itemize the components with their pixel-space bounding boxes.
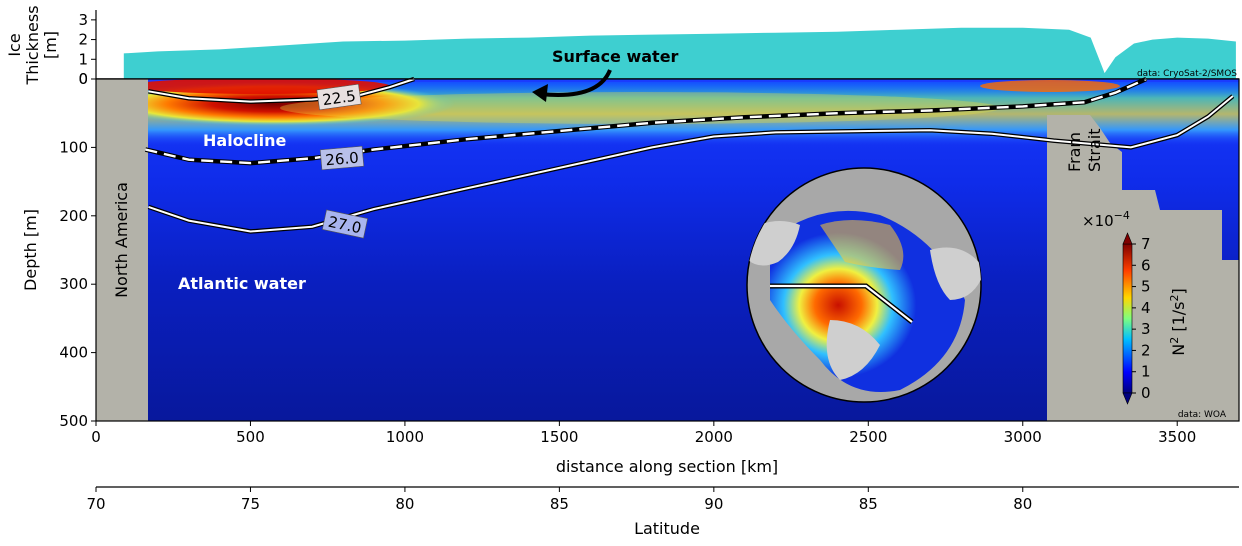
colorbar-tick-label: 7 [1141, 235, 1151, 253]
contour-label-22-5: 22.5 [316, 83, 362, 111]
depth-tick-label: 0 [78, 70, 88, 88]
colorbar-tick-label: 5 [1141, 278, 1151, 296]
isopycnal-contours [144, 76, 1235, 234]
colorbar-multiplier: ×10−4 [1082, 209, 1130, 230]
colorbar: 0 1 2 3 4 5 6 7 ×10−4 N2 [1/s2] [1082, 209, 1188, 405]
surface-water-arrow-head [532, 84, 548, 102]
depth-tick-label: 500 [59, 412, 88, 430]
distance-tick-label: 500 [236, 428, 265, 446]
atlantic-water-label: Atlantic water [178, 274, 306, 293]
inset-arctic-map [746, 167, 982, 403]
ice-ylabel-line2: Thickness [23, 5, 42, 85]
ice-tick-label: 1 [78, 50, 88, 68]
distance-tick-label: 2500 [849, 428, 887, 446]
inset-land-2 [930, 247, 981, 300]
fram-strait-label-line2: Strait [1085, 128, 1104, 172]
fram-strait-land [1047, 115, 1239, 421]
colorbar-label: N2 [1/s2] [1168, 288, 1188, 355]
colorbar-ticks: 0 1 2 3 4 5 6 7 [1132, 235, 1151, 402]
latitude-tick-label: 90 [704, 495, 723, 513]
colorbar-tick-label: 2 [1141, 341, 1151, 359]
latitude-axis: 70 75 80 85 90 85 80 Latitude [86, 486, 1239, 538]
n2-upper-glow [280, 92, 1000, 124]
distance-tick-label: 1000 [386, 428, 424, 446]
latitude-tick-label: 85 [859, 495, 878, 513]
isopycnal-26.0 [145, 77, 1147, 165]
fram-strait-label-line1: Fram [1065, 132, 1084, 172]
ice-tick-label: 0 [78, 70, 88, 88]
depth-tick-label: 300 [59, 275, 88, 293]
colorbar-tick-label: 6 [1141, 256, 1151, 274]
colorbar-tick-label: 3 [1141, 320, 1151, 338]
depth-tick-label: 200 [59, 207, 88, 225]
section-data-source: data: WOA [1178, 410, 1227, 420]
distance-tick-label: 0 [91, 428, 101, 446]
inset-ocean-north [820, 220, 904, 270]
colorbar-tick-label: 0 [1141, 384, 1151, 402]
depth-axis-label: Depth [m] [21, 209, 40, 291]
contour-label-26-0-text: 26.0 [325, 149, 360, 170]
colorbar-extend-bottom [1122, 392, 1133, 405]
colorbar-tick-label: 1 [1141, 363, 1151, 381]
latitude-tick-label: 85 [550, 495, 569, 513]
latitude-ticks: 70 75 80 85 90 85 80 [86, 487, 1032, 513]
inset-land-3 [826, 320, 880, 380]
depth-tick-label: 100 [59, 138, 88, 156]
distance-tick-label: 3500 [1158, 428, 1196, 446]
section-axes-frame [95, 78, 1240, 422]
ice-tick-label: 2 [78, 31, 88, 49]
latitude-tick-label: 80 [1013, 495, 1032, 513]
distance-tick-label: 3000 [1004, 428, 1042, 446]
isopycnal-27.0 [148, 95, 1234, 233]
n2-fram-surface-band [980, 80, 1120, 92]
surface-water-arrow [539, 69, 612, 97]
contour-label-26-0: 26.0 [319, 145, 365, 171]
surface-water-label: Surface water [552, 47, 679, 66]
distance-tick-label: 1500 [540, 428, 578, 446]
latitude-tick-label: 80 [395, 495, 414, 513]
depth-tick-label: 400 [59, 344, 88, 362]
ice-ylabel-line3: [m] [41, 31, 60, 59]
inset-land-1 [748, 221, 800, 266]
ice-ylabel-line1: Ice [5, 33, 24, 56]
latitude-tick-label: 70 [86, 495, 105, 513]
colorbar-extend-top [1122, 232, 1133, 245]
north-america-label: North America [112, 182, 131, 298]
stratification-section-panel: 22.5 26.0 27.0 Surface water Halocline A… [21, 47, 1240, 476]
ice-data-source: data: CryoSat-2/SMOS [1137, 69, 1237, 79]
ice-thickness-area [123, 27, 1236, 79]
contour-label-22-5-text: 22.5 [321, 87, 357, 109]
colorbar-gradient [1122, 243, 1133, 394]
depth-axis-ticks: 0 100 200 300 400 500 [59, 70, 96, 430]
latitude-tick-label: 75 [241, 495, 260, 513]
inset-ocean-field [770, 210, 965, 392]
isopycnal-22.5 [148, 78, 415, 103]
distance-axis-label: distance along section [km] [556, 457, 778, 476]
colorbar-tick-label: 4 [1141, 299, 1151, 317]
distance-tick-label: 2000 [695, 428, 733, 446]
inset-section-line-inner [770, 284, 913, 323]
ice-tick-label: 3 [78, 11, 88, 29]
distance-axis-ticks: 0 500 1000 1500 2000 2500 3000 3500 [91, 421, 1196, 446]
halocline-label: Halocline [203, 131, 287, 150]
latitude-axis-label: Latitude [634, 519, 700, 538]
north-america-land [96, 79, 148, 421]
